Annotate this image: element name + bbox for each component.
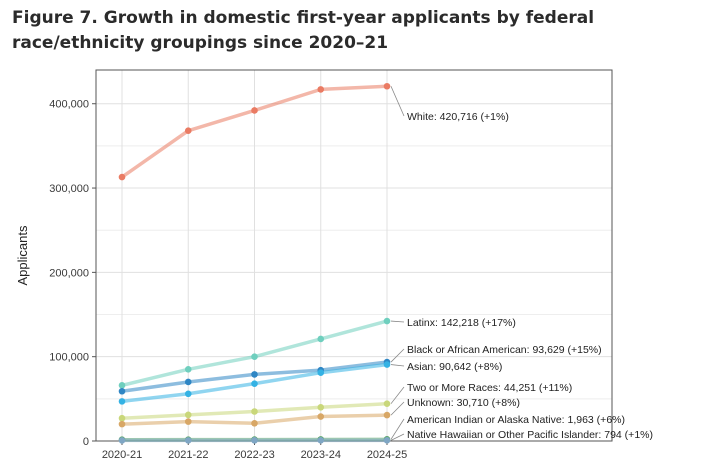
data-point — [317, 369, 325, 377]
x-tick-label: 2024-25 — [367, 449, 407, 461]
data-point — [383, 400, 391, 407]
data-point — [118, 387, 126, 395]
y-tick-label: 400,000 — [49, 99, 89, 111]
series-end-label: White: 420,716 (+1%) — [407, 111, 509, 123]
data-point — [383, 317, 391, 325]
data-point — [317, 413, 325, 420]
x-tick-label: 2023-24 — [301, 449, 341, 461]
data-point — [383, 411, 391, 419]
y-tick-label: 0 — [83, 436, 89, 448]
series-end-label: Unknown: 30,710 (+8%) — [407, 397, 520, 409]
series-end-label: American Indian or Alaska Native: 1,963 … — [407, 414, 625, 426]
y-tick-label: 300,000 — [49, 183, 89, 195]
series-end-label: Native Hawaiian or Other Pacific Islande… — [407, 429, 653, 441]
y-axis-label: Applicants — [15, 225, 30, 285]
x-tick-label: 2022-23 — [234, 449, 274, 461]
series-asian — [118, 361, 391, 405]
data-point — [251, 353, 258, 360]
data-point — [184, 418, 192, 425]
data-point — [184, 366, 192, 373]
data-point — [184, 437, 192, 444]
series-end-label: Two or More Races: 44,251 (+11%) — [407, 382, 572, 394]
data-point — [118, 398, 126, 405]
data-point — [383, 361, 391, 368]
data-point — [184, 411, 192, 419]
series-unknown — [118, 411, 391, 428]
data-point — [118, 382, 126, 389]
data-point — [251, 107, 258, 114]
data-point — [184, 127, 192, 135]
data-point — [251, 408, 258, 415]
series-black-or-african-american — [118, 358, 391, 395]
x-tick-label: 2020-21 — [102, 449, 142, 461]
series-end-label: Black or African American: 93,629 (+15%) — [407, 344, 602, 356]
data-point — [251, 380, 258, 387]
data-point — [317, 403, 325, 411]
series-labels: White: 420,716 (+1%) Latinx: 142,218 (+17… — [390, 86, 653, 441]
series-latinx — [118, 317, 391, 389]
label-connector — [390, 320, 405, 323]
data-point — [184, 378, 192, 386]
series-end-label: Latinx: 142,218 (+17%) — [407, 317, 516, 329]
series-native-hawaiian-or-other-pacific-islander — [118, 437, 391, 444]
y-tick-label: 200,000 — [49, 267, 89, 279]
data-point — [118, 437, 126, 444]
data-point — [251, 419, 258, 427]
data-point — [383, 437, 391, 444]
x-tick-label: 2021-22 — [168, 449, 208, 461]
data-point — [118, 414, 126, 422]
series-end-label: Asian: 90,642 (+8%) — [407, 361, 502, 373]
series-white — [118, 82, 391, 181]
series — [118, 82, 391, 444]
figure-title: Figure 7. Growth in domestic first-year … — [12, 8, 595, 53]
data-point — [383, 82, 391, 90]
data-point — [251, 437, 258, 444]
data-point — [317, 437, 325, 444]
label-connector — [390, 433, 405, 441]
data-point — [118, 173, 126, 181]
label-connector — [390, 86, 405, 117]
data-point — [317, 335, 325, 343]
label-connector — [390, 386, 405, 404]
label-connector — [390, 418, 405, 440]
data-point — [317, 86, 325, 93]
data-point — [118, 420, 126, 428]
data-point — [184, 390, 192, 398]
series-two-or-more-races — [118, 400, 391, 422]
label-connector — [390, 364, 405, 367]
y-axis-ticks: 0 100,000 200,000 300,000 400,000 — [49, 99, 96, 448]
data-point — [251, 371, 258, 378]
label-connector — [390, 348, 405, 363]
y-tick-label: 100,000 — [49, 352, 89, 364]
x-axis-ticks: 2020-21 2021-22 2022-23 2023-24 2024-25 — [102, 441, 407, 461]
label-connector — [390, 401, 405, 416]
